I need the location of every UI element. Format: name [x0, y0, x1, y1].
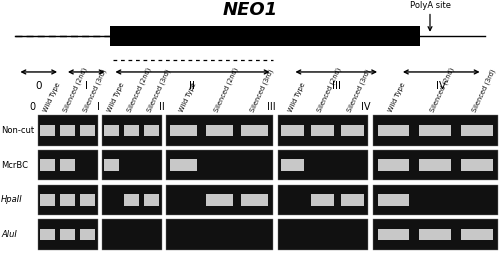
- Bar: [461, 159, 492, 171]
- Bar: [242, 194, 268, 206]
- Bar: [38, 219, 98, 250]
- Bar: [166, 150, 272, 180]
- Text: AluI: AluI: [1, 230, 17, 239]
- Text: 0: 0: [36, 81, 42, 91]
- Bar: [378, 229, 409, 240]
- Bar: [461, 229, 492, 240]
- Bar: [278, 185, 368, 215]
- Bar: [170, 125, 197, 136]
- Bar: [378, 159, 409, 171]
- Text: Wild Type: Wild Type: [42, 81, 61, 113]
- Bar: [419, 159, 451, 171]
- Text: PolyA site: PolyA site: [410, 1, 451, 10]
- Bar: [461, 125, 492, 136]
- Text: Silenced (3rd): Silenced (3rd): [346, 68, 372, 113]
- Text: McrBC: McrBC: [1, 161, 28, 170]
- Text: Wild Type: Wild Type: [287, 81, 306, 113]
- Bar: [372, 219, 498, 250]
- Text: NEO1: NEO1: [222, 1, 278, 19]
- Bar: [38, 150, 98, 180]
- Bar: [40, 194, 55, 206]
- Text: Silenced (2nd): Silenced (2nd): [214, 66, 240, 113]
- Bar: [40, 125, 55, 136]
- Bar: [419, 229, 451, 240]
- Bar: [38, 115, 98, 146]
- Bar: [144, 125, 159, 136]
- Bar: [60, 159, 75, 171]
- Bar: [419, 125, 451, 136]
- Bar: [341, 125, 364, 136]
- Bar: [372, 150, 498, 180]
- Text: I: I: [85, 81, 88, 91]
- Bar: [311, 125, 334, 136]
- Text: Silenced (3rd): Silenced (3rd): [471, 68, 496, 113]
- Bar: [311, 194, 334, 206]
- Bar: [104, 125, 119, 136]
- Bar: [166, 185, 272, 215]
- Bar: [144, 194, 159, 206]
- Bar: [124, 125, 139, 136]
- Bar: [378, 194, 409, 206]
- Text: IV: IV: [436, 81, 446, 91]
- Text: Silenced (2nd): Silenced (2nd): [316, 66, 343, 113]
- Bar: [372, 185, 498, 215]
- Bar: [372, 115, 498, 146]
- Text: III: III: [332, 81, 341, 91]
- Bar: [80, 125, 95, 136]
- Text: HpaII: HpaII: [1, 195, 23, 204]
- Text: Wild Type: Wild Type: [178, 81, 197, 113]
- Bar: [166, 219, 272, 250]
- Text: IV: IV: [362, 102, 371, 112]
- Text: Silenced (2nd): Silenced (2nd): [429, 66, 456, 113]
- Bar: [170, 159, 197, 171]
- Bar: [60, 229, 75, 240]
- Bar: [278, 150, 368, 180]
- Bar: [281, 125, 304, 136]
- Bar: [102, 150, 162, 180]
- Text: Silenced (3rd): Silenced (3rd): [82, 68, 107, 113]
- Text: Silenced (3rd): Silenced (3rd): [146, 68, 171, 113]
- Bar: [341, 194, 364, 206]
- Text: Wild Type: Wild Type: [388, 81, 407, 113]
- Bar: [60, 194, 75, 206]
- Bar: [102, 115, 162, 146]
- Text: Silenced (3rd): Silenced (3rd): [249, 68, 274, 113]
- Bar: [124, 194, 139, 206]
- Bar: [206, 194, 233, 206]
- Bar: [110, 26, 420, 46]
- Text: III: III: [268, 102, 276, 112]
- Bar: [206, 125, 233, 136]
- Bar: [102, 219, 162, 250]
- Text: II: II: [190, 81, 196, 91]
- Bar: [38, 185, 98, 215]
- Text: 0: 0: [30, 102, 36, 112]
- Bar: [60, 125, 75, 136]
- Text: Silenced (2nd): Silenced (2nd): [126, 66, 152, 113]
- Bar: [102, 185, 162, 215]
- Bar: [80, 229, 95, 240]
- Bar: [40, 159, 55, 171]
- Bar: [104, 159, 119, 171]
- Text: Wild Type: Wild Type: [106, 81, 125, 113]
- Bar: [166, 115, 272, 146]
- Bar: [80, 194, 95, 206]
- Bar: [40, 229, 55, 240]
- Bar: [278, 115, 368, 146]
- Bar: [278, 219, 368, 250]
- Text: I: I: [97, 102, 100, 112]
- Text: Non-cut: Non-cut: [1, 126, 34, 135]
- Text: II: II: [159, 102, 164, 112]
- Bar: [281, 159, 304, 171]
- Text: Silenced (2nd): Silenced (2nd): [62, 66, 88, 113]
- Bar: [242, 125, 268, 136]
- Bar: [378, 125, 409, 136]
